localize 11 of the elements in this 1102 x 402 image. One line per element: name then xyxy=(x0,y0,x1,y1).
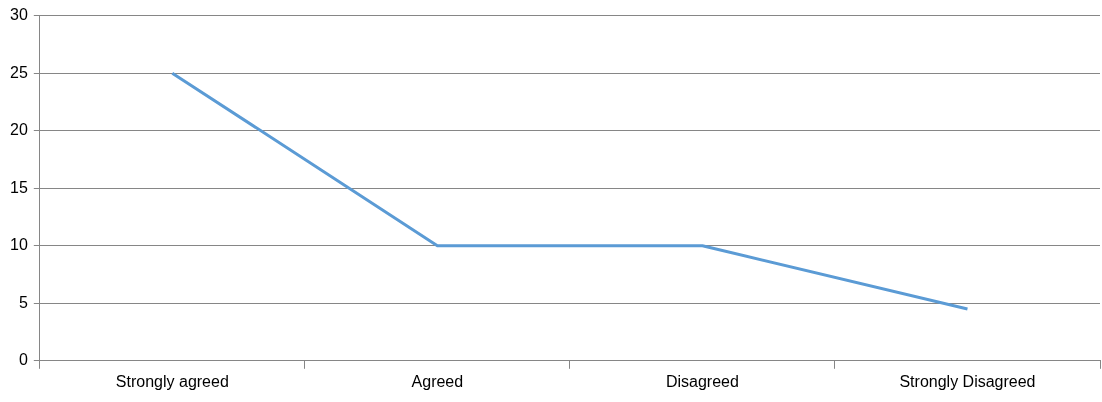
x-tick-label: Disagreed xyxy=(665,372,739,390)
x-tick-label: Agreed xyxy=(411,372,464,390)
x-tick-label: Strongly Disagreed xyxy=(899,372,1036,390)
y-tick-label: 25 xyxy=(10,63,28,81)
y-tick-label: 15 xyxy=(10,178,28,196)
y-tick-label: 5 xyxy=(18,293,28,311)
y-tick-label: 20 xyxy=(10,121,28,139)
y-tick-label: 10 xyxy=(10,236,28,254)
y-tick-label: 0 xyxy=(18,351,28,369)
y-tick-label: 30 xyxy=(10,6,28,24)
x-tick-label: Strongly agreed xyxy=(115,372,229,390)
